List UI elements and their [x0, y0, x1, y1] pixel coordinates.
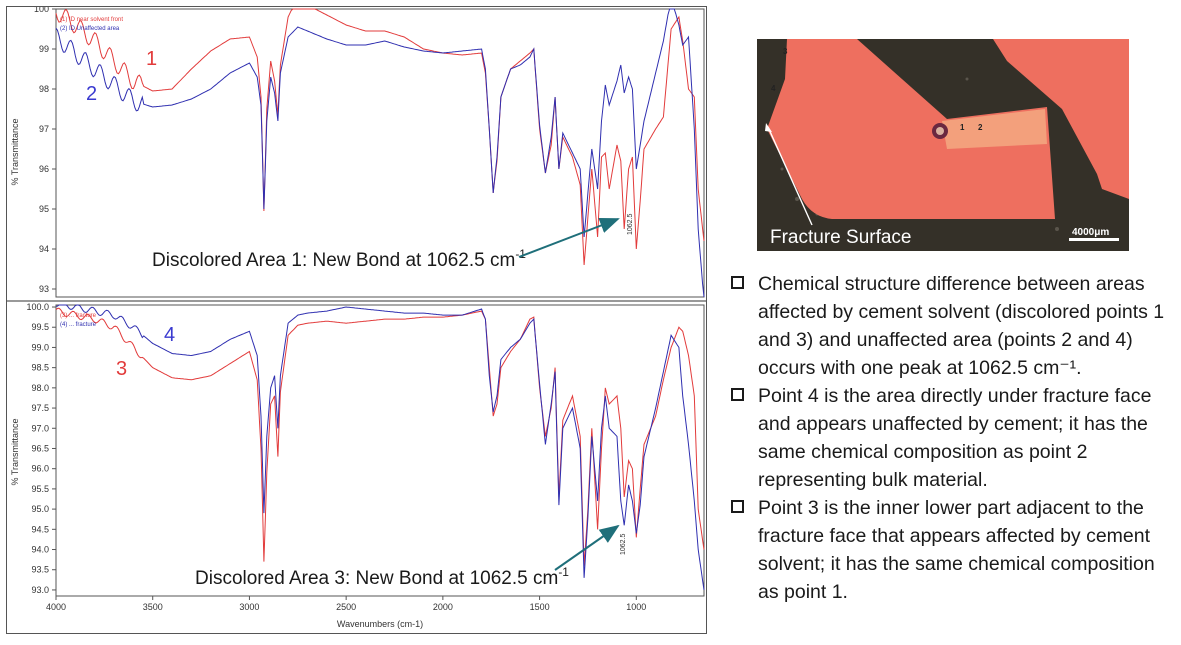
x-tick-label-5: 1500 — [530, 602, 550, 612]
micro-label-2: 2 — [978, 123, 983, 132]
y-tick-label-1-12: 99.0 — [31, 342, 49, 352]
x-tick-label-6: 1000 — [626, 602, 646, 612]
lower-annotation: Discolored Area 3: New Bond at 1062.5 cm… — [195, 565, 569, 589]
y-tick-label-1-1: 93.5 — [31, 565, 49, 575]
series-line-4 — [55, 304, 705, 590]
lower-y-axis-label: % Transmittance — [10, 418, 20, 485]
checkbox-bullet-icon — [731, 500, 744, 513]
y-tick-label-1-8: 97.0 — [31, 423, 49, 433]
ftir-chart-panel: 93 94 95 96 97 98 99 100 93.0 93.5 94.0 94.5 95.0 95.… — [6, 4, 707, 634]
micro-label-4: 4 — [771, 84, 776, 93]
series-label-2: 2 — [86, 83, 97, 105]
fracture-surface-caption: Fracture Surface — [770, 227, 912, 248]
finding-2-text: Point 4 is the area directly under fract… — [758, 385, 1152, 491]
scale-bar-label: 4000μm — [1072, 227, 1109, 238]
finding-2: Point 4 is the area directly under fract… — [731, 382, 1171, 494]
y-tick-label-1-7: 96.5 — [31, 443, 49, 453]
y-tick-label-1-13: 99.5 — [31, 322, 49, 332]
x-axis-label: Wavenumbers (cm-1) — [337, 619, 423, 629]
y-tick-label-1-3: 94.5 — [31, 524, 49, 534]
lower-plot-area — [55, 304, 705, 597]
y-tick-label-0-6: 99 — [39, 44, 49, 54]
x-tick-label-0: 4000 — [46, 602, 66, 612]
y-tick-label-1-9: 97.5 — [31, 403, 49, 413]
micro-label-3: 3 — [783, 47, 788, 56]
x-tick-label-2: 3000 — [239, 602, 259, 612]
series-label-1: 1 — [146, 48, 157, 70]
series-line-1 — [55, 8, 705, 266]
finding-3-text: Point 3 is the inner lower part adjacent… — [758, 497, 1155, 603]
series-label-3: 3 — [116, 358, 127, 380]
y-tick-label-1-5: 95.5 — [31, 484, 49, 494]
finding-1: Chemical structure difference between ar… — [731, 270, 1171, 382]
y-tick-label-0-4: 97 — [39, 124, 49, 134]
micrograph-drawing: 3 4 1 2 Fracture Surface 4000μm — [757, 39, 1129, 251]
y-tick-label-0-1: 94 — [39, 244, 49, 254]
series-line-2 — [55, 8, 705, 298]
y-tick-label-1-2: 94.0 — [31, 545, 49, 555]
inner-region — [942, 109, 1047, 149]
lower-peak-tag: 1062.5 — [620, 533, 627, 555]
y-tick-label-0-2: 95 — [39, 204, 49, 214]
y-tick-label-0-5: 98 — [39, 84, 49, 94]
micrograph-image: 3 4 1 2 Fracture Surface 4000μm — [757, 39, 1129, 251]
x-tick-label-3: 2500 — [336, 602, 356, 612]
legend-entry-0-1: (2) ID Unaffected area — [60, 26, 120, 32]
y-tick-label-1-0: 93.0 — [31, 585, 49, 595]
micro-label-1: 1 — [960, 123, 965, 132]
y-tick-label-1-14: 100.0 — [26, 302, 49, 312]
finding-1-text: Chemical structure difference between ar… — [758, 273, 1165, 379]
specimen-left-part — [767, 39, 1055, 219]
upper-y-axis-label: % Transmittance — [10, 118, 20, 185]
upper-plot-area — [55, 8, 705, 298]
upper-annotation-arrow — [518, 217, 620, 258]
fracture-arrow — [767, 126, 813, 226]
upper-annotation: Discolored Area 1: New Bond at 1062.5 cm… — [152, 247, 526, 271]
y-tick-label-0-0: 93 — [39, 284, 49, 294]
checkbox-bullet-icon — [731, 276, 744, 289]
y-tick-label-1-11: 98.5 — [31, 363, 49, 373]
ftir-charts: 93 94 95 96 97 98 99 100 93.0 93.5 94.0 94.5 95.0 95.… — [7, 4, 706, 629]
y-tick-label-1-6: 96.0 — [31, 464, 49, 474]
scale-bar — [1069, 238, 1119, 241]
series-line-3 — [55, 307, 705, 566]
x-tick-label-4: 2000 — [433, 602, 453, 612]
y-tick-label-0-3: 96 — [39, 164, 49, 174]
findings-list: Chemical structure difference between ar… — [731, 270, 1171, 606]
y-tick-label-1-10: 98.0 — [31, 383, 49, 393]
finding-3: Point 3 is the inner lower part adjacent… — [731, 494, 1171, 606]
series-label-4: 4 — [164, 324, 175, 346]
lower-annotation-arrow — [554, 524, 620, 571]
y-tick-label-0-7: 100 — [34, 7, 49, 14]
upper-peak-tag: 1062.5 — [627, 213, 634, 235]
legend-entry-0-0: (1) ID near solvent front — [60, 17, 123, 23]
legend-entry-1-1: (4) ... fracture — [60, 322, 97, 328]
checkbox-bullet-icon — [731, 388, 744, 401]
y-tick-label-1-4: 95.0 — [31, 504, 49, 514]
x-tick-label-1: 3500 — [143, 602, 163, 612]
specimen-right-part — [993, 39, 1129, 199]
legend-entry-1-0: (3) ... fracture — [60, 313, 97, 319]
